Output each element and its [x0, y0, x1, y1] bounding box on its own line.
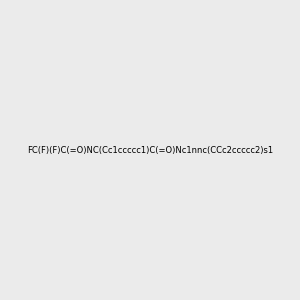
- Text: FC(F)(F)C(=O)NC(Cc1ccccc1)C(=O)Nc1nnc(CCc2ccccc2)s1: FC(F)(F)C(=O)NC(Cc1ccccc1)C(=O)Nc1nnc(CC…: [27, 146, 273, 154]
